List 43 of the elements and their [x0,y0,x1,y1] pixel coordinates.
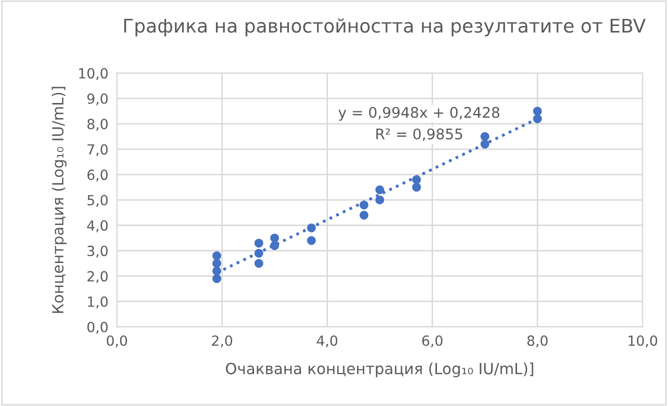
point [254,238,264,248]
y-tick-label: 1,0 [88,296,108,308]
y-tick-label: 10,0 [79,68,108,80]
x-tick-label: 4,0 [316,335,338,348]
y-tick-label: 3,0 [88,246,108,258]
point [412,182,421,192]
point [360,210,368,220]
point [480,132,490,141]
x-tick-label: 0,0 [106,335,128,348]
point [375,185,384,194]
point [307,223,316,232]
point [254,259,264,268]
x-tick-label: 2,0 [212,335,232,348]
point [270,234,280,242]
y-tick-label: 0,0 [87,322,108,334]
y-axis-title: Концентрация (Log₁₀ IU/mL)] [52,86,67,313]
y-tick-label: 8,0 [87,118,108,131]
point [375,196,384,204]
y-tick-label: 5,0 [88,194,108,207]
point [412,175,421,184]
point [254,248,264,258]
x-tick-label: 8,0 [527,335,548,348]
point [212,266,222,276]
point [212,259,222,268]
annotation: y = 0,9948x + 0,2428 [338,106,500,121]
y-tick-label: 6,0 [87,170,108,182]
point [270,241,280,250]
point [360,200,368,210]
point [480,140,490,149]
y-tick-label: 9,0 [87,93,108,106]
chart-title: Графика на равностойността на резултатите от EBV [124,18,646,36]
y-tick-label: 7,0 [88,144,108,156]
y-tick-label: 4,0 [87,220,108,232]
point [307,236,316,245]
annotation: R² = 0,9855 [376,128,462,141]
point [212,251,222,260]
point [212,274,222,284]
x-tick-label: 6,0 [422,335,442,348]
x-tick-label: 10,0 [628,335,658,348]
y-tick-label: 2,0 [87,271,108,283]
x-axis-title: Очаквана концентрация (Log₁₀ IU/mL)] [226,362,534,378]
point [533,114,542,124]
point [533,106,542,116]
